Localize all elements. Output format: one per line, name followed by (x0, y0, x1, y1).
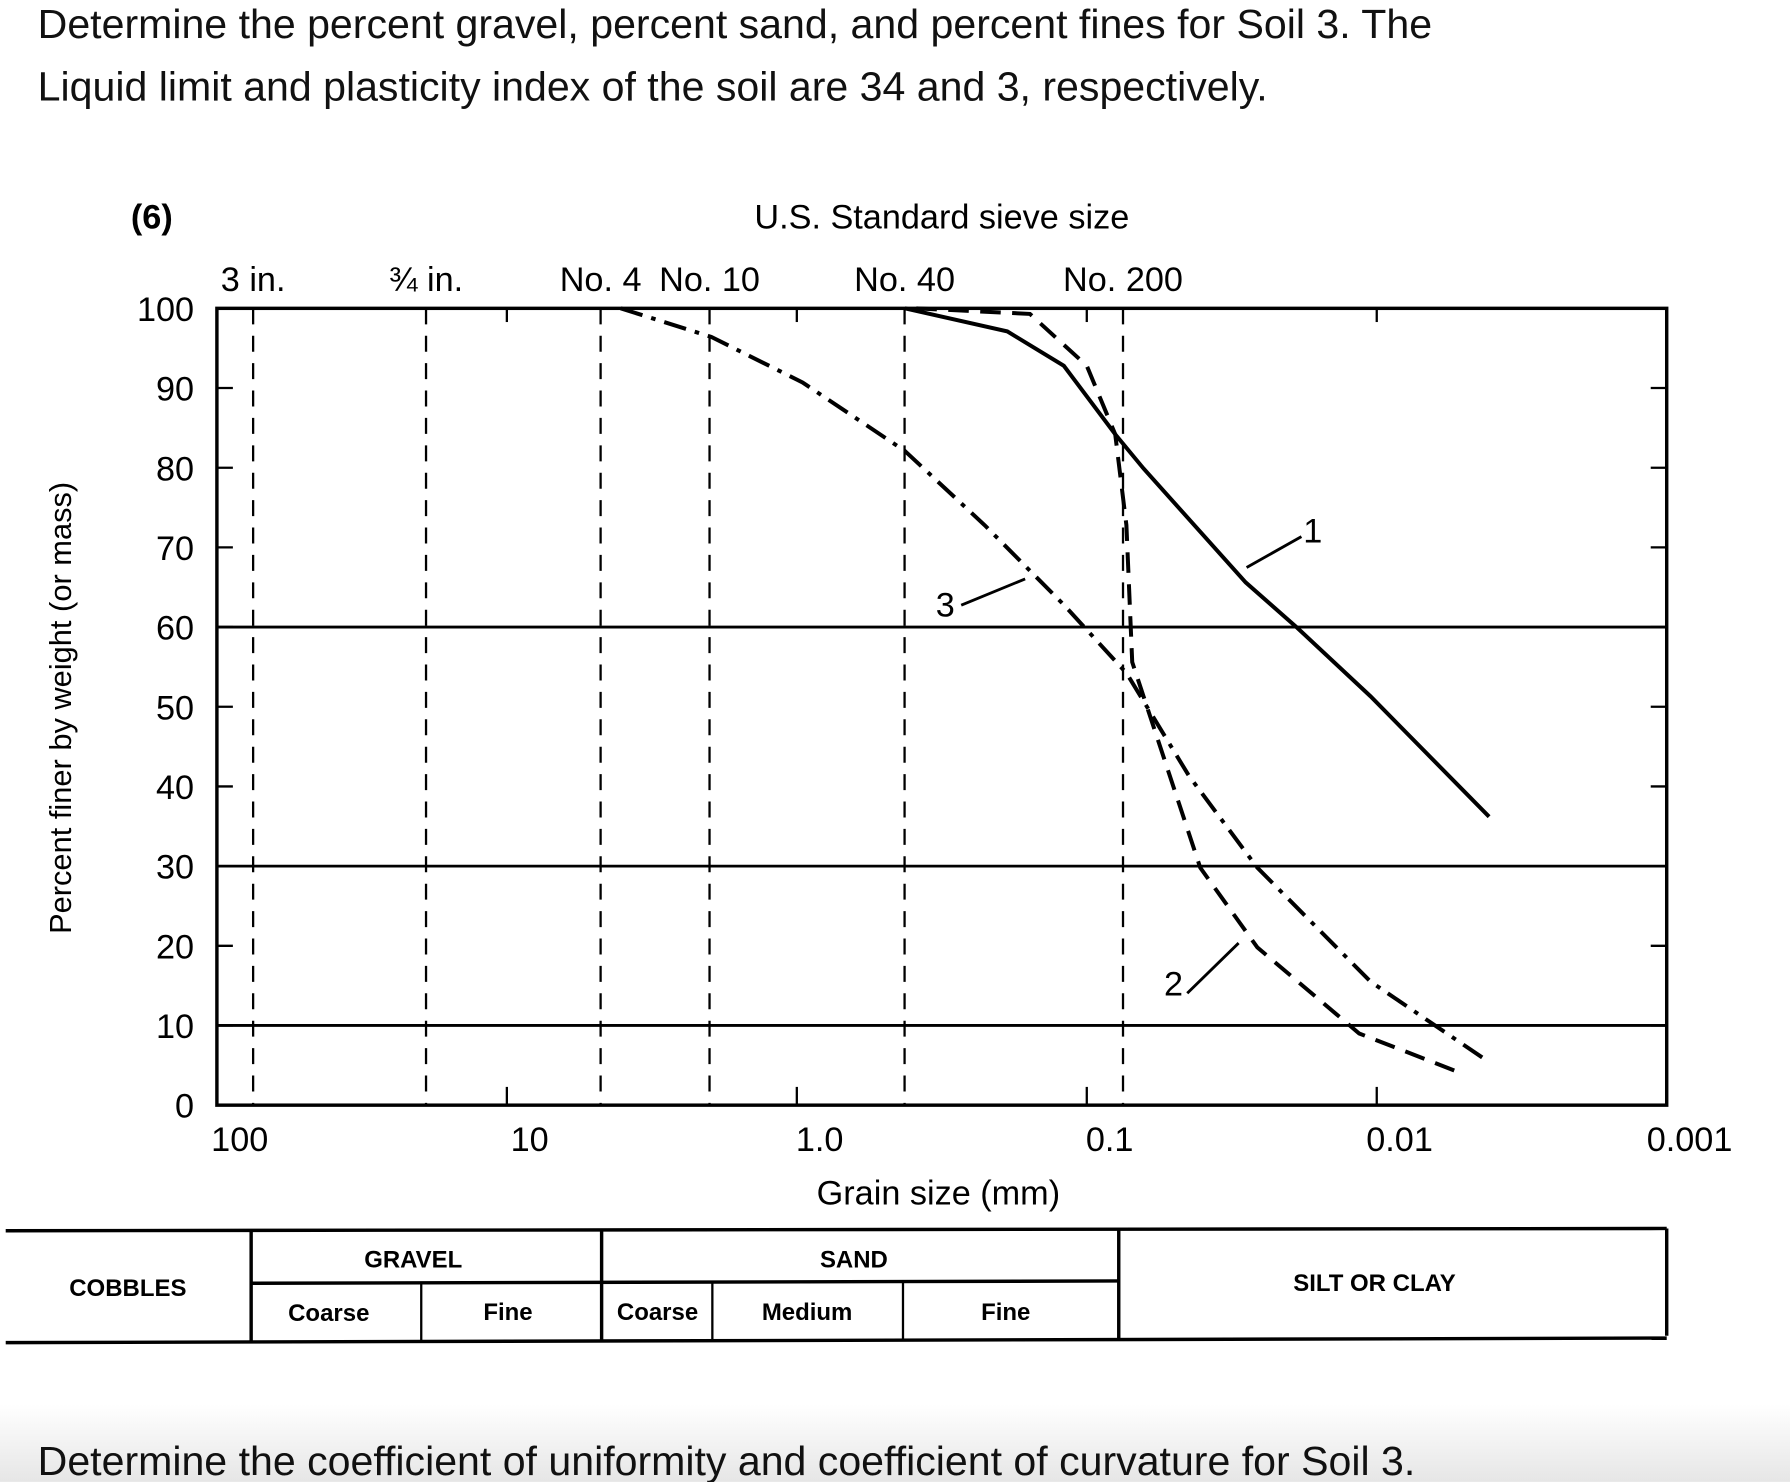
curve-label: 2 (1164, 966, 1183, 1004)
table-line (251, 1279, 1119, 1285)
class-label: Fine (483, 1299, 532, 1326)
class-label: COBBLES (69, 1275, 186, 1302)
y-tick-label: 0 (175, 1088, 194, 1126)
bottom-band (0, 1404, 1790, 1482)
table-line (5, 1226, 1667, 1233)
class-label: Coarse (617, 1299, 698, 1326)
soil-curve (904, 306, 1491, 819)
class-label: SAND (820, 1246, 888, 1273)
y-tick-label: 90 (156, 371, 194, 409)
annotation-arrows (960, 535, 1303, 995)
sieve-label: ¾ in. (389, 261, 463, 299)
y-tick-label: 60 (156, 610, 194, 648)
sieve-label: No. 40 (854, 261, 955, 299)
chart-title: U.S. Standard sieve size (754, 198, 1129, 236)
class-label: Medium (762, 1299, 853, 1326)
arrow (1245, 535, 1303, 569)
y-tick-label: 30 (156, 849, 194, 887)
x-axis-label: Grain size (mm) (817, 1174, 1060, 1212)
figure-label: (6) (131, 198, 173, 236)
x-tick-label: 10 (511, 1121, 549, 1159)
arrow (960, 577, 1026, 607)
x-tick-label: 0.001 (1647, 1121, 1733, 1159)
soil-curve (620, 306, 1491, 1064)
plot-frame (215, 306, 1669, 1107)
curve-label: 1 (1303, 512, 1322, 550)
x-tick-label: 100 (211, 1121, 268, 1159)
sieve-label: No. 4 (560, 261, 642, 299)
class-label: Fine (981, 1299, 1030, 1326)
question-line: Determine the percent gravel, percent sa… (38, 1, 1432, 47)
classification-table (5, 1226, 1669, 1345)
x-tick-label: 1.0 (796, 1121, 844, 1159)
x-tick-label: 0.01 (1366, 1121, 1433, 1159)
x-tick-label: 0.1 (1086, 1121, 1134, 1159)
sieve-label: No. 200 (1063, 261, 1183, 299)
y-tick-label: 40 (156, 769, 194, 807)
y-tick-label: 80 (156, 450, 194, 488)
table-line (5, 1336, 1667, 1345)
y-axis-label: Percent finer by weight (or mass) (43, 482, 78, 934)
class-label: GRAVEL (364, 1246, 462, 1273)
question-line: Liquid limit and plasticity index of the… (38, 64, 1268, 110)
y-tick-label: 100 (137, 291, 194, 329)
y-tick-label: 50 (156, 689, 194, 727)
y-tick-label: 70 (156, 530, 194, 568)
sieve-label: 3 in. (221, 261, 286, 299)
arrow (1186, 942, 1240, 995)
sieve-label: No. 10 (659, 261, 760, 299)
class-label: Coarse (288, 1300, 369, 1327)
soil-curve (916, 306, 1463, 1076)
class-label: SILT OR CLAY (1293, 1270, 1455, 1297)
y-tick-label: 20 (156, 928, 194, 966)
y-tick-label: 10 (156, 1008, 194, 1046)
question2: Determine the coefficient of uniformity … (38, 1438, 1416, 1482)
curve-label: 3 (936, 587, 955, 625)
